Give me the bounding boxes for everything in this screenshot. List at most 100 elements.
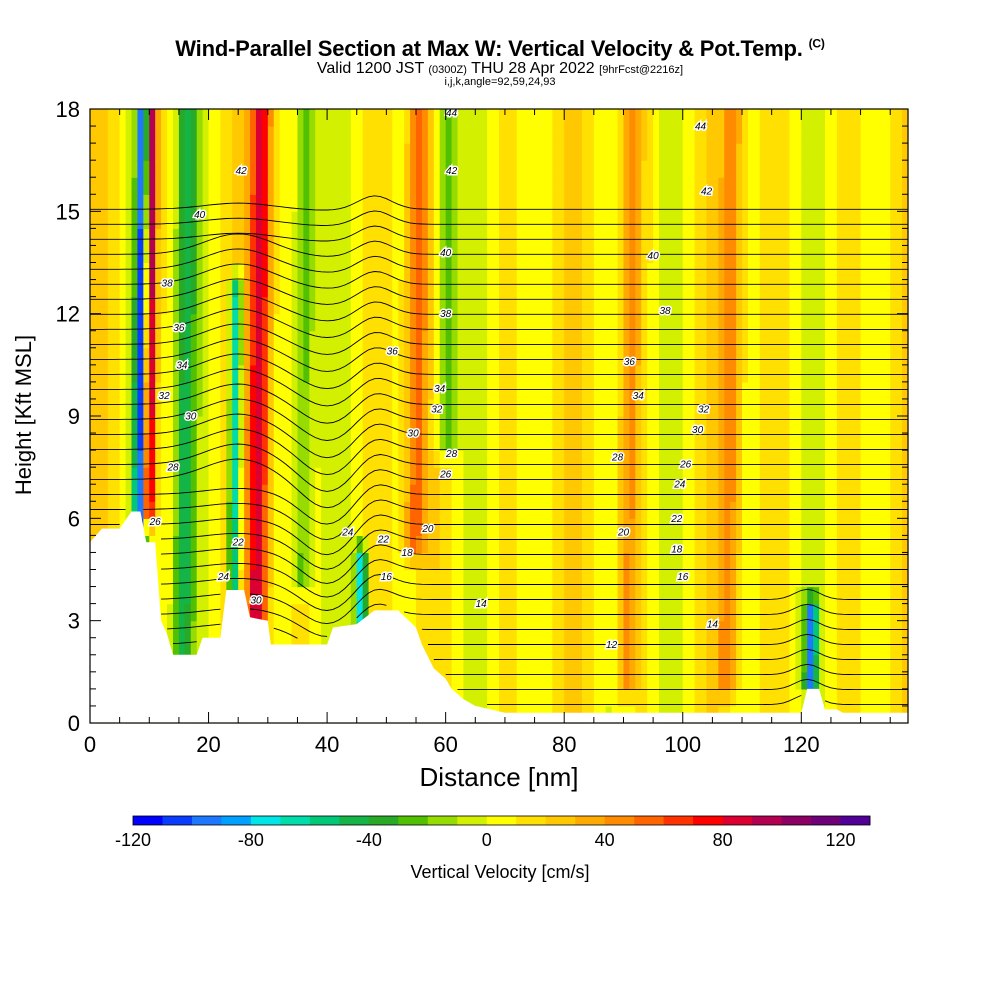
w-cell [350, 450, 358, 468]
w-cell [878, 518, 885, 536]
w-cell [433, 126, 441, 144]
w-cell [202, 143, 210, 161]
w-cell [830, 569, 838, 588]
w-cell [184, 637, 192, 656]
w-cell [546, 688, 553, 707]
w-cell [688, 364, 696, 383]
w-cell [380, 347, 387, 366]
w-cell [641, 364, 648, 383]
w-cell [344, 211, 352, 229]
w-cell [801, 109, 808, 127]
w-cell [576, 177, 583, 195]
w-cell [113, 177, 121, 195]
w-cell [706, 398, 713, 417]
w-cell [220, 313, 227, 332]
w-cell [143, 313, 150, 332]
w-cell [866, 450, 874, 468]
w-cell [730, 109, 737, 127]
w-cell [137, 330, 144, 349]
w-cell [499, 518, 506, 536]
w-cell [659, 313, 666, 332]
w-cell [659, 109, 666, 127]
w-cell [647, 535, 654, 554]
w-cell [522, 416, 530, 434]
w-cell [860, 313, 868, 332]
w-cell [558, 143, 565, 161]
w-cell [564, 313, 571, 332]
w-cell [552, 143, 559, 161]
w-cell [789, 211, 796, 229]
w-cell [676, 501, 684, 519]
w-cell [516, 109, 524, 127]
w-cell [427, 347, 435, 366]
w-cell [819, 450, 826, 468]
w-cell [842, 296, 850, 315]
w-cell [368, 552, 376, 571]
w-cell [386, 143, 393, 161]
w-cell [172, 501, 180, 519]
w-cell [475, 364, 482, 383]
w-cell [540, 398, 548, 417]
w-cell [830, 228, 838, 247]
w-cell [167, 552, 174, 571]
w-cell [368, 279, 376, 298]
w-cell [540, 126, 548, 144]
w-cell [783, 279, 791, 298]
w-cell [510, 552, 518, 571]
w-cell [510, 518, 518, 536]
w-cell [599, 433, 607, 451]
w-cell [848, 552, 856, 571]
w-cell [493, 194, 500, 212]
w-cell [178, 279, 186, 298]
w-cell [819, 364, 826, 383]
w-cell [564, 552, 571, 571]
w-cell [664, 177, 672, 195]
w-cell [878, 296, 885, 315]
w-cell [688, 211, 696, 229]
w-cell [659, 484, 666, 502]
w-cell [333, 518, 340, 536]
w-cell [297, 177, 304, 195]
w-cell [617, 279, 625, 298]
w-cell [433, 654, 441, 673]
w-cell [113, 416, 121, 434]
w-cell [303, 160, 310, 178]
w-cell [333, 279, 340, 298]
theta-contour [457, 678, 908, 691]
w-cell [605, 501, 613, 519]
w-cell [647, 586, 654, 605]
w-cell [730, 433, 737, 451]
w-cell [742, 518, 749, 536]
w-cell [736, 450, 743, 468]
w-cell [789, 296, 796, 315]
w-cell [522, 177, 530, 195]
w-cell [238, 160, 245, 178]
w-cell [641, 637, 648, 656]
w-cell [297, 364, 304, 383]
w-cell [617, 688, 625, 707]
w-cell [848, 637, 856, 656]
w-cell [676, 654, 684, 673]
w-cell [107, 381, 115, 400]
w-cell [534, 143, 542, 161]
w-cell [552, 194, 559, 212]
w-cell [611, 381, 619, 400]
w-cell [623, 467, 631, 485]
w-cell [125, 398, 133, 417]
w-cell [344, 586, 352, 605]
w-cell [552, 467, 559, 485]
w-cell [581, 518, 589, 536]
w-cell [635, 296, 642, 315]
theta-contour [433, 648, 908, 661]
w-cell [801, 569, 808, 588]
w-cell [546, 603, 553, 622]
w-cell [581, 467, 589, 485]
w-cell [742, 603, 749, 622]
w-cell [694, 688, 702, 707]
w-cell [172, 313, 180, 332]
w-cell [558, 279, 565, 298]
w-cell [854, 637, 862, 656]
w-cell [291, 535, 299, 554]
w-cell [896, 228, 903, 247]
w-cell [469, 296, 476, 315]
